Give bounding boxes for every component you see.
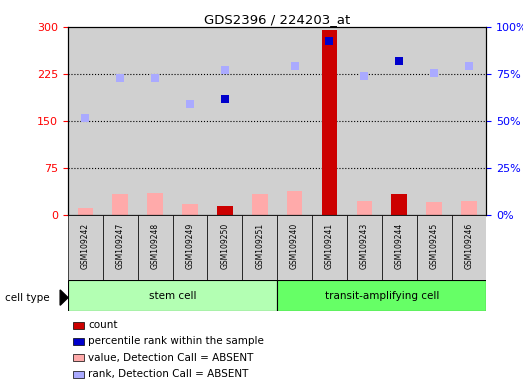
- Point: [116, 75, 124, 81]
- Bar: [208, 27, 242, 215]
- Bar: [277, 280, 486, 311]
- Bar: [347, 215, 382, 280]
- Point: [395, 58, 403, 65]
- Text: value, Detection Call = ABSENT: value, Detection Call = ABSENT: [88, 353, 254, 363]
- Bar: [451, 215, 486, 280]
- Point: [221, 96, 229, 102]
- Point: [186, 101, 194, 107]
- Bar: [417, 215, 451, 280]
- Bar: [242, 215, 277, 280]
- Bar: [461, 201, 477, 215]
- Text: GSM109251: GSM109251: [255, 223, 264, 270]
- Text: GSM109240: GSM109240: [290, 223, 299, 270]
- Bar: [138, 27, 173, 215]
- Polygon shape: [60, 290, 68, 305]
- Bar: [391, 194, 407, 215]
- Bar: [68, 280, 277, 311]
- Title: GDS2396 / 224203_at: GDS2396 / 224203_at: [204, 13, 350, 26]
- Bar: [112, 194, 128, 215]
- Text: GSM109243: GSM109243: [360, 223, 369, 270]
- Text: GSM109248: GSM109248: [151, 223, 160, 270]
- Bar: [426, 202, 442, 215]
- Bar: [173, 27, 208, 215]
- Bar: [73, 338, 84, 344]
- Bar: [73, 322, 84, 329]
- Bar: [68, 215, 103, 280]
- Bar: [382, 27, 417, 215]
- Text: GSM109246: GSM109246: [464, 223, 473, 270]
- Bar: [68, 27, 103, 215]
- Bar: [103, 215, 138, 280]
- Bar: [173, 215, 208, 280]
- Bar: [77, 207, 93, 215]
- Bar: [217, 206, 233, 215]
- Bar: [73, 354, 84, 361]
- Bar: [347, 27, 382, 215]
- Text: cell type: cell type: [5, 293, 50, 303]
- Bar: [277, 27, 312, 215]
- Bar: [417, 27, 451, 215]
- Point: [290, 63, 299, 70]
- Text: GSM109247: GSM109247: [116, 223, 125, 270]
- Bar: [322, 30, 337, 215]
- Bar: [138, 215, 173, 280]
- Point: [221, 66, 229, 73]
- Bar: [357, 201, 372, 215]
- Bar: [252, 194, 268, 215]
- Text: GSM109244: GSM109244: [395, 223, 404, 270]
- Bar: [182, 204, 198, 215]
- Text: count: count: [88, 320, 118, 330]
- Bar: [103, 27, 138, 215]
- Text: rank, Detection Call = ABSENT: rank, Detection Call = ABSENT: [88, 369, 249, 379]
- Text: GSM109241: GSM109241: [325, 223, 334, 270]
- Text: GSM109250: GSM109250: [220, 223, 230, 270]
- Text: GSM109242: GSM109242: [81, 223, 90, 270]
- Bar: [451, 27, 486, 215]
- Text: transit-amplifying cell: transit-amplifying cell: [325, 291, 439, 301]
- Text: percentile rank within the sample: percentile rank within the sample: [88, 336, 264, 346]
- Point: [81, 115, 89, 121]
- Bar: [312, 215, 347, 280]
- Text: GSM109249: GSM109249: [186, 223, 195, 270]
- Point: [430, 70, 438, 76]
- Point: [360, 73, 369, 79]
- Text: GSM109245: GSM109245: [429, 223, 439, 270]
- Point: [325, 38, 334, 44]
- Text: stem cell: stem cell: [149, 291, 196, 301]
- Point: [465, 63, 473, 70]
- Bar: [73, 371, 84, 378]
- Bar: [242, 27, 277, 215]
- Bar: [147, 193, 163, 215]
- Point: [151, 75, 160, 81]
- Bar: [312, 27, 347, 215]
- Bar: [277, 215, 312, 280]
- Bar: [382, 215, 417, 280]
- Bar: [208, 215, 242, 280]
- Bar: [287, 191, 302, 215]
